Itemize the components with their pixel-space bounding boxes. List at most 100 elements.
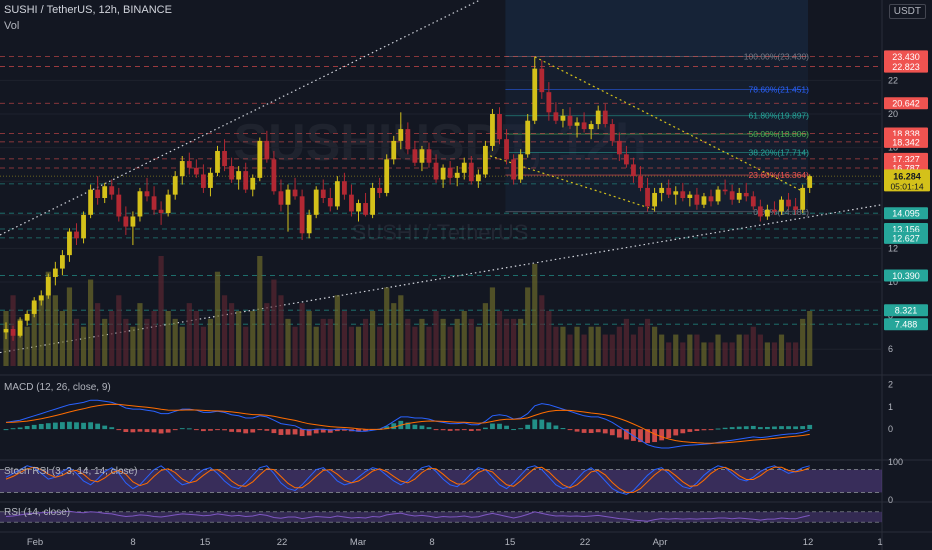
macd-histogram-bar: [179, 428, 185, 430]
candle-body: [715, 189, 721, 202]
macd-histogram-bar: [447, 429, 453, 431]
volume-bar: [785, 342, 792, 366]
candle-body: [532, 68, 538, 121]
time-tick: 15: [505, 537, 516, 548]
rsi-pane[interactable]: [0, 510, 882, 523]
candle-body: [88, 189, 93, 215]
volume-bar: [475, 326, 481, 366]
macd-histogram-bar: [715, 428, 721, 430]
time-tick: 8: [429, 537, 434, 548]
macd-tick: 0: [888, 424, 893, 434]
macd-histogram-bar: [299, 429, 305, 437]
stoch-k-line: [5, 465, 810, 495]
volume-bar: [165, 311, 171, 366]
current-price-label: 16.284: [893, 171, 921, 181]
volume-bar: [144, 318, 150, 366]
macd-histogram-bar: [144, 429, 150, 433]
macd-histogram-bar: [257, 429, 263, 431]
candle-body: [729, 191, 735, 200]
volume-bar: [334, 295, 340, 366]
candle-body: [292, 189, 298, 197]
candle-body: [52, 268, 58, 277]
price-level-label: 14.095: [892, 209, 920, 219]
volume-bar: [560, 326, 566, 366]
candle-body: [391, 140, 397, 160]
macd-histogram-bar: [616, 429, 622, 438]
candle-body: [313, 189, 319, 215]
macd-histogram-bar: [426, 427, 432, 430]
currency-button[interactable]: USDT: [888, 4, 926, 19]
volume-bar: [405, 318, 411, 366]
fib-label: 50.00%(18.806): [749, 129, 810, 139]
macd-pane[interactable]: [3, 399, 813, 449]
volume-bar: [708, 342, 714, 366]
candle-body: [666, 187, 672, 195]
volume-bar: [750, 326, 756, 366]
macd-histogram-bar: [461, 429, 467, 431]
volume-bar: [489, 287, 496, 366]
price-axis[interactable]: 681012141618202223.43022.82320.64218.838…: [884, 50, 930, 505]
candle-body: [130, 216, 136, 227]
macd-histogram-bar: [708, 429, 714, 431]
macd-histogram-bar: [45, 423, 51, 430]
volume-bar: [348, 326, 355, 366]
macd-histogram-bar: [433, 429, 439, 431]
candle-body: [779, 199, 784, 212]
fib-label: 78.60%(21.451): [749, 85, 810, 95]
candle-body: [3, 329, 9, 333]
candle-body: [60, 255, 65, 269]
candle-body: [299, 196, 305, 234]
macd-histogram-bar: [313, 429, 319, 434]
macd-histogram-bar: [687, 429, 693, 432]
time-axis[interactable]: Feb 8 15 22 Mar 8 15 22 Apr 12 1: [27, 537, 883, 548]
candle-body: [757, 206, 763, 217]
volume-bar: [398, 295, 404, 366]
candle-body: [327, 198, 333, 207]
candle-body: [560, 115, 566, 121]
candle-body: [765, 209, 770, 217]
volume-bar: [109, 311, 115, 366]
price-level-label: 10.390: [892, 271, 920, 281]
stoch-rsi-pane[interactable]: [0, 465, 882, 495]
candle-body: [123, 216, 129, 227]
volume-bar: [595, 326, 601, 366]
macd-histogram-bar: [807, 424, 813, 430]
volume-bar: [757, 334, 763, 366]
volume-bar: [461, 311, 467, 366]
candle-body: [595, 110, 601, 125]
macd-histogram-bar: [750, 425, 756, 430]
volume-bar: [736, 334, 742, 366]
volume-bar: [482, 303, 488, 366]
macd-histogram-bar: [109, 427, 115, 430]
macd-histogram-bar: [581, 429, 587, 433]
time-tick: 22: [580, 537, 591, 548]
macd-histogram-bar: [483, 427, 488, 430]
macd-histogram-bar: [736, 426, 742, 430]
candle-body: [74, 231, 79, 239]
volume-bar: [214, 271, 221, 366]
macd-histogram-bar: [193, 429, 199, 431]
candle-body: [638, 176, 643, 188]
volume-bar: [384, 287, 390, 366]
fib-retracement[interactable]: 100.00%(23.430)78.60%(21.451)61.80%(19.8…: [505, 0, 809, 217]
volume-bar: [59, 311, 65, 366]
candle-body: [356, 203, 361, 212]
candle-body: [454, 172, 460, 178]
candle-body: [165, 194, 171, 214]
candle-body: [652, 192, 657, 207]
price-level-label: 17.327: [892, 154, 920, 164]
volume-bar: [123, 318, 129, 366]
volume-bar: [644, 318, 651, 366]
macd-histogram-bar: [757, 427, 763, 430]
time-tick: 8: [130, 537, 135, 548]
price-level-label: 12.627: [892, 233, 920, 243]
macd-histogram-bar: [60, 422, 65, 430]
macd-histogram-bar: [81, 422, 86, 430]
candle-body: [320, 189, 326, 198]
volume-bar: [186, 303, 192, 366]
signal-line: [5, 403, 810, 444]
macd-histogram-bar: [201, 429, 206, 432]
price-tick: 10: [888, 277, 898, 287]
macd-histogram-bar: [624, 429, 629, 440]
